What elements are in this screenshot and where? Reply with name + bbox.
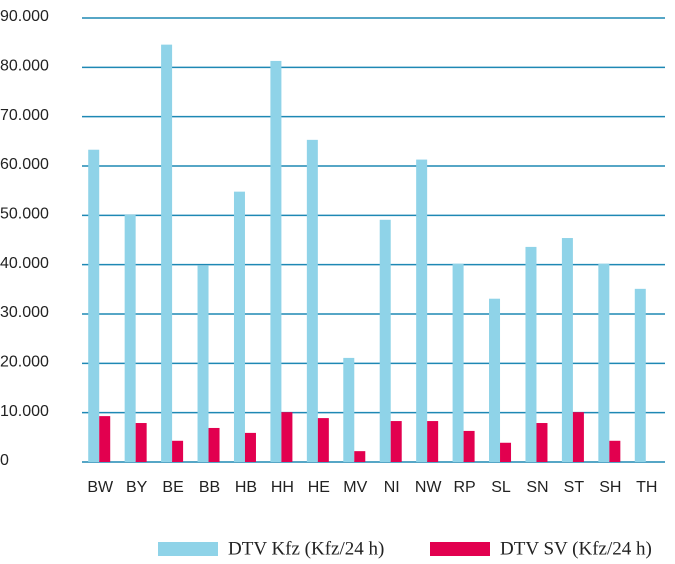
legend-swatch	[430, 542, 490, 556]
bar	[489, 298, 501, 462]
bar	[317, 418, 329, 462]
legend-label: DTV SV (Kfz/24 h)	[500, 538, 652, 559]
y-tick-label: 90.000	[0, 8, 49, 25]
x-tick-label: SN	[526, 479, 548, 496]
x-tick-label: HB	[235, 479, 257, 496]
legend-swatch	[158, 542, 218, 556]
bar	[379, 219, 391, 462]
x-tick-label: TH	[636, 479, 657, 496]
bar	[390, 421, 402, 462]
bar	[233, 191, 245, 463]
x-tick-label: NW	[415, 479, 443, 496]
x-tick-label: SH	[599, 479, 621, 496]
bar	[99, 416, 111, 462]
x-tick-label: HE	[308, 479, 330, 496]
bar	[135, 423, 147, 462]
bar	[172, 440, 184, 462]
x-tick-label: HH	[271, 479, 294, 496]
x-tick-label: BW	[87, 479, 114, 496]
x-tick-label: BY	[126, 479, 148, 496]
y-tick-label: 30.000	[0, 304, 49, 321]
bar	[270, 60, 282, 463]
bar	[452, 263, 464, 462]
y-tick-label: 70.000	[0, 107, 49, 124]
bar	[124, 214, 136, 462]
x-tick-label: MV	[343, 479, 367, 496]
bar	[343, 357, 355, 462]
bar	[354, 451, 366, 462]
y-tick-label: 40.000	[0, 255, 49, 272]
bar	[281, 412, 293, 462]
bar	[536, 423, 548, 462]
y-tick-label: 10.000	[0, 403, 49, 420]
bar	[561, 238, 573, 462]
bar	[197, 265, 209, 462]
bar	[500, 442, 512, 462]
bar	[88, 149, 100, 462]
bar	[208, 427, 220, 462]
x-tick-label: ST	[564, 479, 585, 496]
bar	[634, 288, 646, 462]
y-tick-label: 0	[0, 452, 9, 469]
bar	[416, 159, 428, 462]
y-tick-label: 80.000	[0, 58, 49, 75]
y-tick-label: 50.000	[0, 206, 49, 223]
legend-label: DTV Kfz (Kfz/24 h)	[228, 538, 384, 559]
bar	[244, 432, 256, 462]
x-tick-label: SL	[491, 479, 511, 496]
bar	[598, 263, 610, 462]
x-tick-label: RP	[453, 479, 475, 496]
bar	[609, 440, 621, 462]
y-tick-label: 60.000	[0, 156, 49, 173]
x-tick-label: BE	[162, 479, 183, 496]
bar	[161, 44, 173, 462]
bar	[427, 421, 439, 462]
bar	[463, 430, 475, 462]
x-tick-label: NI	[384, 479, 400, 496]
bar	[525, 246, 537, 462]
bar	[306, 139, 318, 462]
bar	[572, 412, 584, 462]
x-tick-label: BB	[199, 479, 220, 496]
y-tick-label: 20.000	[0, 354, 49, 371]
